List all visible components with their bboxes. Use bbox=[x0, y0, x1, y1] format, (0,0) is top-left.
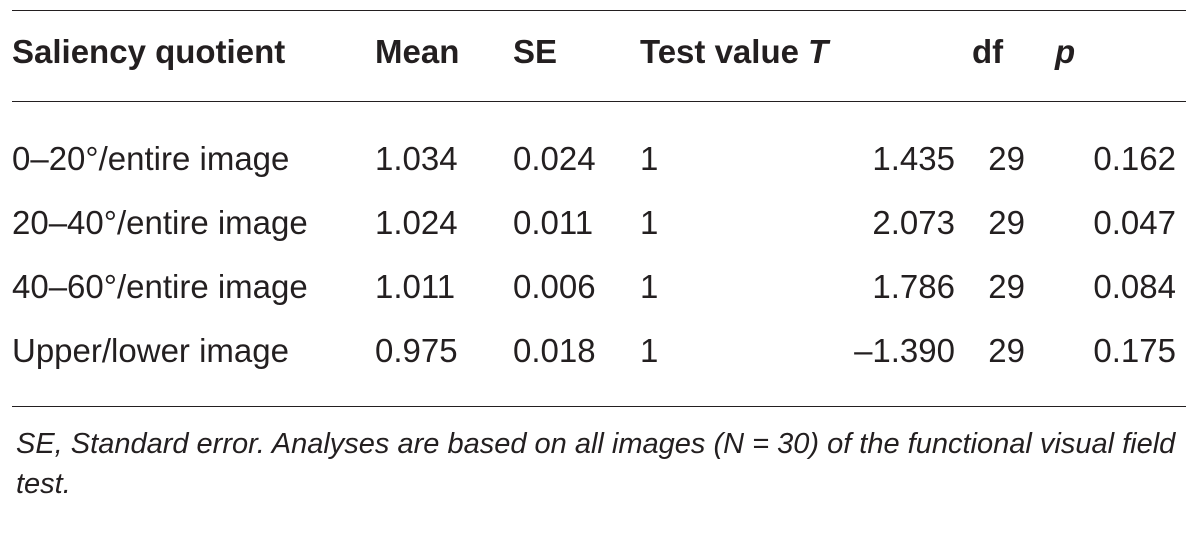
cell-t: 1.786 bbox=[872, 267, 955, 305]
cell-mean: 0.975 bbox=[375, 331, 458, 369]
cell-test-value: 1 bbox=[640, 139, 659, 177]
cell-p: 0.162 bbox=[1093, 139, 1176, 177]
table-top-rule bbox=[12, 10, 1186, 11]
cell-t: 1.435 bbox=[872, 139, 955, 177]
cell-mean: 1.024 bbox=[375, 203, 458, 241]
cell-p: 0.047 bbox=[1093, 203, 1176, 241]
table-row: 20–40°/entire image 1.024 0.011 1 2.073 … bbox=[12, 190, 1186, 254]
cell-df: 29 bbox=[988, 139, 1025, 177]
table-row: 40–60°/entire image 1.011 0.006 1 1.786 … bbox=[12, 254, 1186, 318]
cell-se: 0.006 bbox=[513, 267, 596, 305]
table-header-row: Saliency quotient Mean SE Test value T d… bbox=[12, 0, 1186, 100]
saliency-results-table: Saliency quotient Mean SE Test value T d… bbox=[12, 0, 1186, 382]
cell-df: 29 bbox=[988, 203, 1025, 241]
row-label: 20–40°/entire image bbox=[12, 203, 308, 241]
cell-test-value: 1 bbox=[640, 267, 659, 305]
table-footnote: SE, Standard error. Analyses are based o… bbox=[16, 428, 1176, 500]
header-saliency-quotient: Saliency quotient bbox=[12, 32, 286, 70]
cell-p: 0.175 bbox=[1093, 331, 1176, 369]
header-df: df bbox=[972, 32, 1004, 70]
cell-test-value: 1 bbox=[640, 331, 659, 369]
header-spacer bbox=[12, 100, 1186, 126]
table-bottom-rule bbox=[12, 406, 1186, 407]
header-p: p bbox=[1055, 32, 1076, 70]
cell-p: 0.084 bbox=[1093, 267, 1176, 305]
header-se: SE bbox=[513, 32, 558, 70]
header-t: T bbox=[808, 32, 829, 70]
cell-df: 29 bbox=[988, 267, 1025, 305]
cell-df: 29 bbox=[988, 331, 1025, 369]
cell-se: 0.011 bbox=[513, 203, 594, 241]
cell-mean: 1.011 bbox=[375, 267, 456, 305]
table-header-rule bbox=[12, 101, 1186, 102]
cell-t: –1.390 bbox=[854, 331, 955, 369]
row-label: 40–60°/entire image bbox=[12, 267, 308, 305]
header-mean: Mean bbox=[375, 32, 460, 70]
row-label: 0–20°/entire image bbox=[12, 139, 290, 177]
cell-mean: 1.034 bbox=[375, 139, 458, 177]
header-test-value: Test value bbox=[640, 32, 799, 70]
cell-t: 2.073 bbox=[872, 203, 955, 241]
table-row: 0–20°/entire image 1.034 0.024 1 1.435 2… bbox=[12, 126, 1186, 190]
row-label: Upper/lower image bbox=[12, 331, 289, 369]
cell-se: 0.024 bbox=[513, 139, 596, 177]
cell-test-value: 1 bbox=[640, 203, 659, 241]
cell-se: 0.018 bbox=[513, 331, 596, 369]
table-row: Upper/lower image 0.975 0.018 1 –1.390 2… bbox=[12, 318, 1186, 382]
